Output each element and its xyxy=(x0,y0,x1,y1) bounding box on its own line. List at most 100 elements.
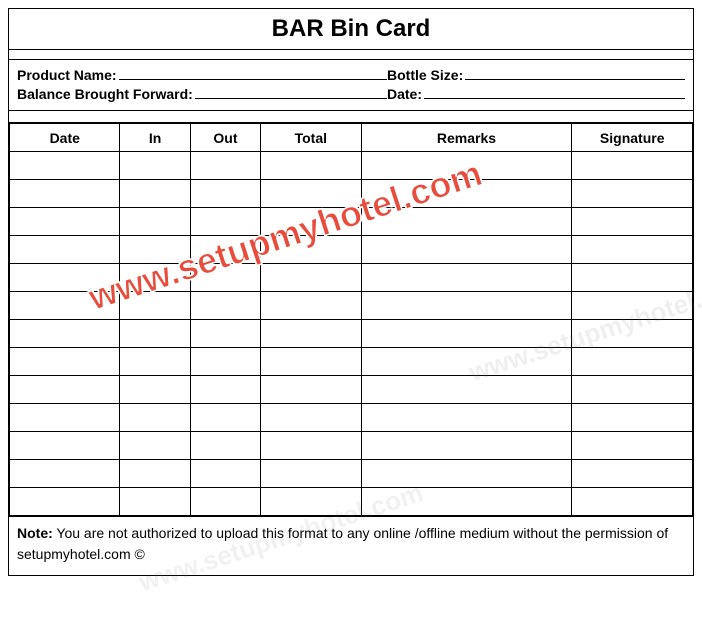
product-name-label: Product Name: xyxy=(17,67,117,83)
table-cell[interactable] xyxy=(261,460,361,488)
table-cell[interactable] xyxy=(361,432,572,460)
table-cell[interactable] xyxy=(190,152,260,180)
table-cell[interactable] xyxy=(572,292,693,320)
table-cell[interactable] xyxy=(361,180,572,208)
table-cell[interactable] xyxy=(120,320,190,348)
col-header-total: Total xyxy=(261,124,361,152)
table-cell[interactable] xyxy=(572,376,693,404)
table-cell[interactable] xyxy=(10,152,120,180)
table-cell[interactable] xyxy=(190,236,260,264)
table-cell[interactable] xyxy=(572,488,693,516)
table-cell[interactable] xyxy=(572,180,693,208)
table-cell[interactable] xyxy=(10,292,120,320)
table-cell[interactable] xyxy=(261,264,361,292)
table-cell[interactable] xyxy=(120,348,190,376)
table-cell[interactable] xyxy=(190,180,260,208)
table-cell[interactable] xyxy=(190,292,260,320)
table-cell[interactable] xyxy=(572,348,693,376)
balance-input[interactable] xyxy=(195,85,387,99)
table-cell[interactable] xyxy=(10,264,120,292)
table-cell[interactable] xyxy=(572,208,693,236)
table-row xyxy=(10,292,693,320)
table-cell[interactable] xyxy=(572,236,693,264)
note-label: Note: xyxy=(17,525,53,541)
table-cell[interactable] xyxy=(572,152,693,180)
table-cell[interactable] xyxy=(190,208,260,236)
table-cell[interactable] xyxy=(572,320,693,348)
table-cell[interactable] xyxy=(261,320,361,348)
table-row xyxy=(10,488,693,516)
table-cell[interactable] xyxy=(120,236,190,264)
table-cell[interactable] xyxy=(10,320,120,348)
table-cell[interactable] xyxy=(361,404,572,432)
table-cell[interactable] xyxy=(120,152,190,180)
table-cell[interactable] xyxy=(361,264,572,292)
table-cell[interactable] xyxy=(120,488,190,516)
table-cell[interactable] xyxy=(190,460,260,488)
table-cell[interactable] xyxy=(120,180,190,208)
table-cell[interactable] xyxy=(190,264,260,292)
table-cell[interactable] xyxy=(361,236,572,264)
table-cell[interactable] xyxy=(361,348,572,376)
table-cell[interactable] xyxy=(261,348,361,376)
table-row xyxy=(10,320,693,348)
card-title: BAR Bin Card xyxy=(9,9,693,50)
table-cell[interactable] xyxy=(261,376,361,404)
table-cell[interactable] xyxy=(10,180,120,208)
table-cell[interactable] xyxy=(120,432,190,460)
bottle-size-label: Bottle Size: xyxy=(387,67,463,83)
table-cell[interactable] xyxy=(572,264,693,292)
table-cell[interactable] xyxy=(261,180,361,208)
table-cell[interactable] xyxy=(120,208,190,236)
table-cell[interactable] xyxy=(10,432,120,460)
table-row xyxy=(10,376,693,404)
table-cell[interactable] xyxy=(10,208,120,236)
table-row xyxy=(10,208,693,236)
table-row xyxy=(10,432,693,460)
table-cell[interactable] xyxy=(190,404,260,432)
table-row xyxy=(10,404,693,432)
col-header-date: Date xyxy=(10,124,120,152)
table-cell[interactable] xyxy=(572,404,693,432)
table-cell[interactable] xyxy=(261,236,361,264)
table-cell[interactable] xyxy=(190,488,260,516)
table-cell[interactable] xyxy=(361,208,572,236)
table-cell[interactable] xyxy=(10,236,120,264)
bottle-size-input[interactable] xyxy=(465,66,685,80)
table-cell[interactable] xyxy=(10,376,120,404)
table-cell[interactable] xyxy=(361,292,572,320)
spacer xyxy=(9,111,693,123)
table-cell[interactable] xyxy=(10,460,120,488)
table-cell[interactable] xyxy=(190,376,260,404)
table-cell[interactable] xyxy=(10,488,120,516)
table-cell[interactable] xyxy=(261,404,361,432)
table-cell[interactable] xyxy=(190,348,260,376)
table-cell[interactable] xyxy=(261,292,361,320)
date-input[interactable] xyxy=(424,85,685,99)
table-cell[interactable] xyxy=(120,292,190,320)
table-cell[interactable] xyxy=(361,488,572,516)
table-cell[interactable] xyxy=(10,348,120,376)
table-cell[interactable] xyxy=(261,432,361,460)
table-cell[interactable] xyxy=(120,404,190,432)
product-name-input[interactable] xyxy=(119,66,387,80)
table-cell[interactable] xyxy=(190,432,260,460)
table-cell[interactable] xyxy=(261,208,361,236)
table-cell[interactable] xyxy=(120,264,190,292)
col-header-in: In xyxy=(120,124,190,152)
table-cell[interactable] xyxy=(120,460,190,488)
table-cell[interactable] xyxy=(572,460,693,488)
table-cell[interactable] xyxy=(261,488,361,516)
table-row xyxy=(10,264,693,292)
table-cell[interactable] xyxy=(10,404,120,432)
note-text: You are not authorized to upload this fo… xyxy=(17,525,668,562)
table-cell[interactable] xyxy=(190,320,260,348)
table-cell[interactable] xyxy=(261,152,361,180)
table-cell[interactable] xyxy=(361,320,572,348)
table-cell[interactable] xyxy=(361,376,572,404)
table-cell[interactable] xyxy=(361,152,572,180)
table-cell[interactable] xyxy=(361,460,572,488)
header-fields: Product Name: Bottle Size: Balance Broug… xyxy=(9,60,693,111)
table-cell[interactable] xyxy=(120,376,190,404)
table-cell[interactable] xyxy=(572,432,693,460)
